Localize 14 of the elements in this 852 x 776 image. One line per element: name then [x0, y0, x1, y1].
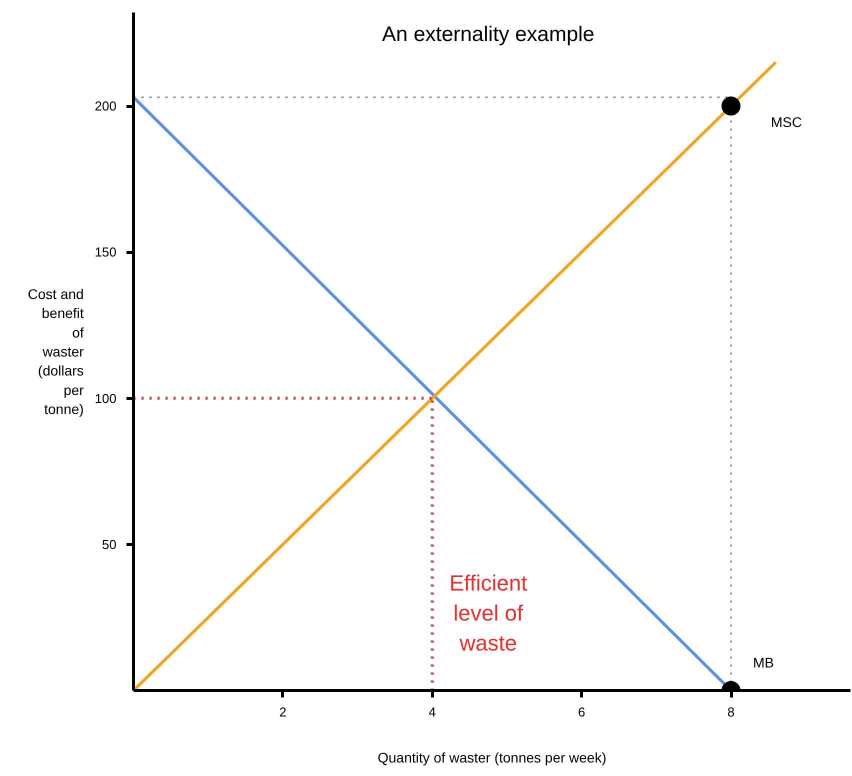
x-tick-label: 8	[727, 704, 735, 720]
text: MB	[753, 654, 774, 670]
y-tick-label: 150	[94, 244, 117, 260]
x-tick-label: 4	[428, 704, 436, 720]
x-axis-title: Quantity of waster (tonnes per week)	[378, 750, 606, 766]
y-axis-title: Cost and benefit of waster (dollars per tonne)	[28, 286, 84, 418]
x-tick-label: 2	[279, 704, 286, 720]
x-tick-label: 6	[578, 704, 586, 720]
text: MSC	[770, 114, 802, 130]
y-tick-label: 200	[94, 98, 117, 114]
y-tick-label: 100	[94, 390, 117, 406]
text: An externality example	[382, 23, 594, 46]
y-tick-label: 50	[102, 536, 117, 552]
annotation: Efficient level of waste	[449, 570, 528, 656]
